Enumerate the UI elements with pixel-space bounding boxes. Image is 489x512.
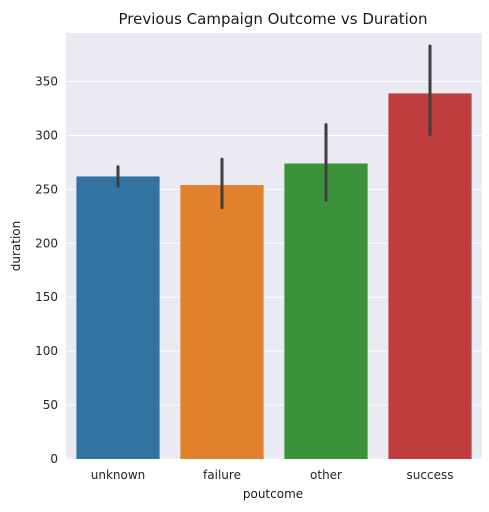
y-tick-label: 0: [50, 452, 58, 466]
y-axis-label: duration: [9, 221, 23, 272]
bar-other: [284, 163, 367, 459]
x-tick-label: failure: [203, 468, 241, 482]
chart-title: Previous Campaign Outcome vs Duration: [119, 10, 428, 28]
y-tick-label: 250: [35, 182, 58, 196]
bar-failure: [180, 185, 263, 459]
y-tick-label: 300: [35, 128, 58, 142]
y-tick-label: 50: [43, 398, 58, 412]
x-axis-label: poutcome: [243, 487, 303, 501]
y-tick-label: 350: [35, 75, 58, 89]
bar-success: [388, 93, 471, 459]
y-ticks: 0 50 100 150 200 250 300 350: [35, 75, 58, 466]
y-tick-label: 200: [35, 236, 58, 250]
y-tick-label: 100: [35, 344, 58, 358]
y-tick-label: 150: [35, 290, 58, 304]
x-ticks: unknown failure other success: [91, 468, 454, 482]
x-tick-label: success: [407, 468, 454, 482]
x-tick-label: other: [310, 468, 342, 482]
x-tick-label: unknown: [91, 468, 146, 482]
bar-unknown: [76, 176, 159, 459]
